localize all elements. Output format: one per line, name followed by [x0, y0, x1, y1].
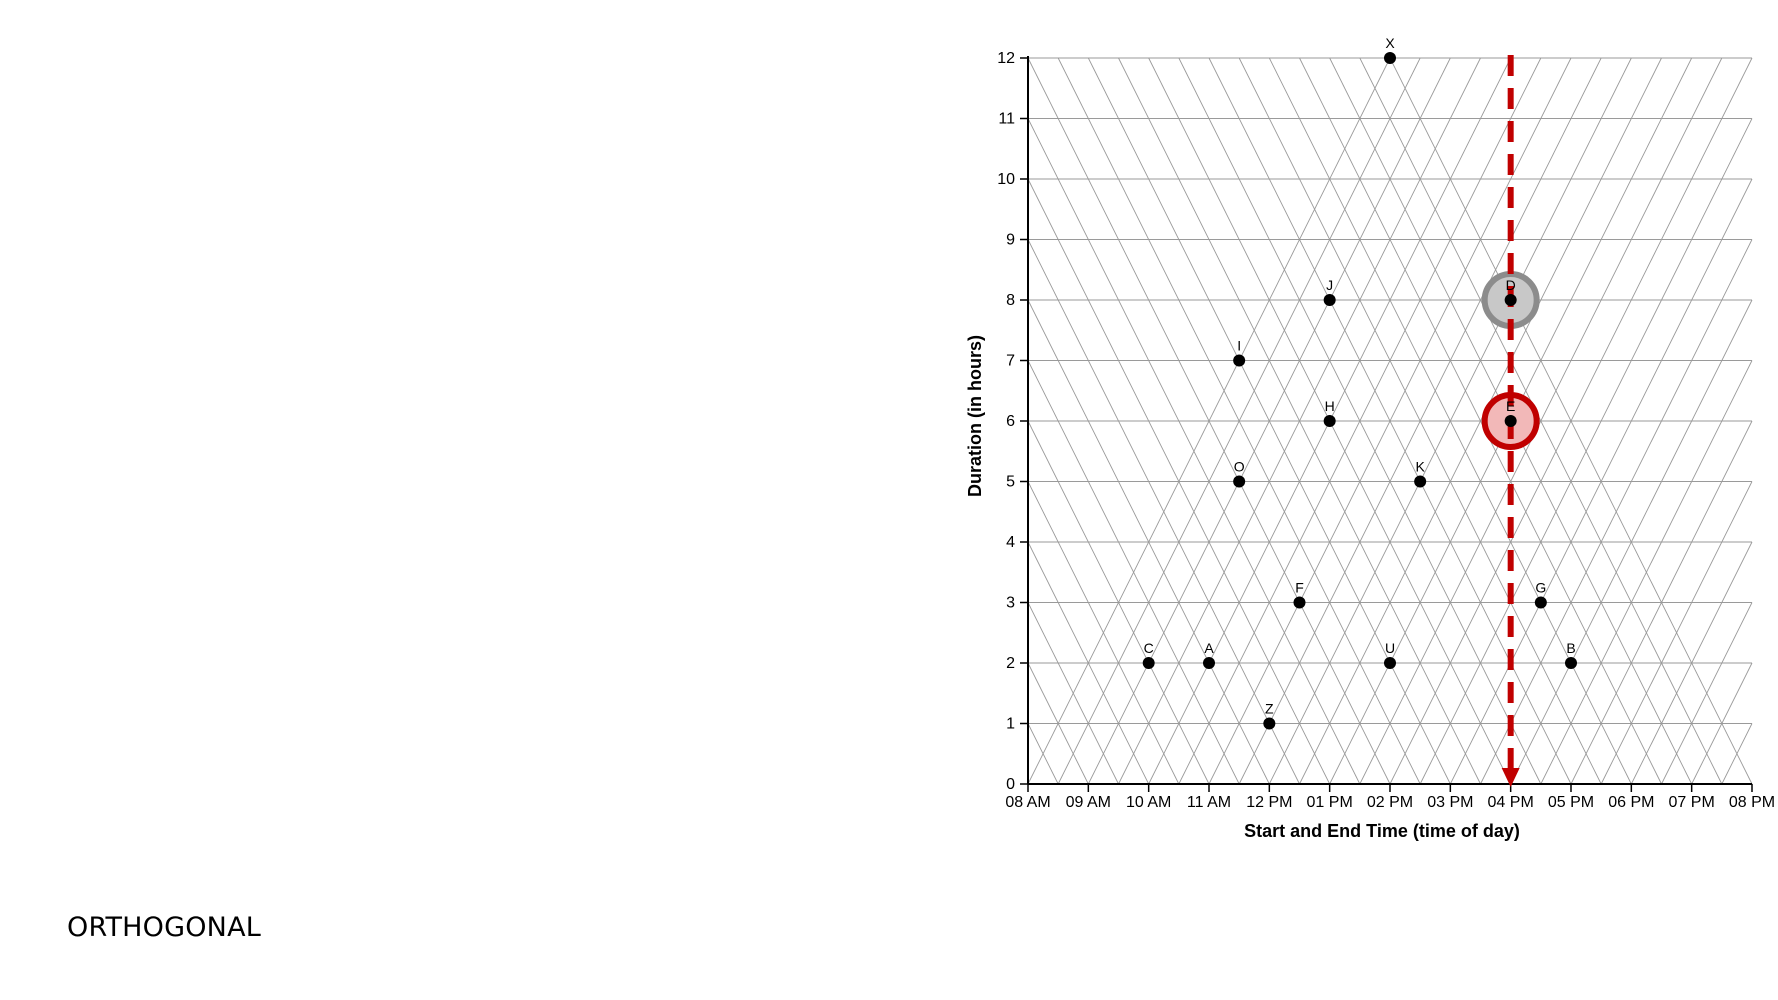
- y-tick-label: 10: [997, 171, 1015, 188]
- data-point-label: G: [1535, 580, 1546, 596]
- grid-line-end-time: [1178, 57, 1542, 785]
- data-point: [1233, 475, 1246, 488]
- data-point-label: K: [1415, 459, 1425, 475]
- grid-line-end-time: [1057, 57, 1421, 785]
- data-point: [1384, 657, 1396, 669]
- grid-line-end-time: [1027, 662, 1089, 785]
- x-tick-label: 05 PM: [1548, 794, 1594, 811]
- data-point: [1565, 657, 1577, 669]
- grid-line-end-time: [1238, 57, 1602, 785]
- data-point-label: B: [1566, 640, 1575, 656]
- y-tick-label: 4: [1006, 534, 1015, 551]
- x-tick-label: 09 AM: [1066, 794, 1111, 811]
- y-tick-label: 5: [1006, 474, 1015, 491]
- data-point-label: A: [1204, 640, 1214, 656]
- grid-line-end-time: [1027, 57, 1391, 785]
- y-tick-label: 9: [1006, 232, 1015, 249]
- data-point: [1534, 596, 1547, 609]
- grid-line-end-time: [1118, 57, 1481, 785]
- grid-line-end-time: [1027, 360, 1240, 785]
- data-point: [1504, 415, 1517, 427]
- data-point-label: F: [1295, 580, 1304, 596]
- y-tick-label: 0: [1006, 776, 1015, 793]
- grid-line-end-time: [1027, 118, 1361, 785]
- data-point-label: C: [1144, 640, 1154, 656]
- data-point: [1414, 475, 1427, 488]
- data-point-label: E: [1506, 398, 1515, 414]
- data-point: [1203, 657, 1215, 669]
- data-point: [1504, 294, 1517, 306]
- y-tick-label: 11: [998, 111, 1015, 128]
- y-tick-label: 2: [1006, 655, 1015, 672]
- x-tick-label: 06 PM: [1608, 794, 1654, 811]
- grid-line-end-time: [1299, 57, 1662, 785]
- x-tick-label: 03 PM: [1427, 794, 1473, 811]
- data-point: [1384, 52, 1396, 64]
- chart-grid: [1027, 57, 1753, 785]
- grid-line-end-time: [1027, 420, 1210, 785]
- grid-line-end-time: [1027, 481, 1180, 785]
- x-tick-label: 08 AM: [1005, 794, 1050, 811]
- grid-line-end-time: [1389, 57, 1753, 785]
- data-point-label: J: [1326, 277, 1333, 293]
- x-tick-label: 07 PM: [1669, 794, 1715, 811]
- y-tick-label: 3: [1006, 595, 1015, 612]
- data-point-label: U: [1385, 640, 1395, 656]
- y-axis-title: Duration (in hours): [965, 335, 985, 497]
- data-point: [1323, 294, 1336, 306]
- chart-points: X J D I H E O K F G C A U B Z: [1142, 35, 1577, 730]
- data-point: [1263, 717, 1276, 730]
- y-tick-label: 6: [1006, 413, 1015, 430]
- reference-arrow: [1501, 768, 1520, 787]
- x-tick-label: 08 PM: [1729, 794, 1775, 811]
- x-tick-label: 04 PM: [1488, 794, 1534, 811]
- y-tick-label: 8: [1006, 292, 1015, 309]
- data-point: [1293, 596, 1306, 609]
- grid-line-end-time: [1027, 602, 1119, 785]
- caption-label: ORTHOGONAL: [67, 912, 261, 943]
- x-tick-label: 10 AM: [1126, 794, 1171, 811]
- grid-line-end-time: [1027, 299, 1270, 785]
- data-point-label: X: [1385, 35, 1395, 51]
- data-point-label: Z: [1265, 701, 1274, 717]
- grid-line-end-time: [1027, 239, 1300, 785]
- y-tick-label: 12: [997, 50, 1015, 67]
- data-point: [1142, 657, 1155, 669]
- x-tick-label: 01 PM: [1307, 794, 1353, 811]
- grid-line-end-time: [1027, 178, 1331, 785]
- grid-line-end-time: [1027, 723, 1059, 785]
- data-point-label: I: [1237, 338, 1241, 354]
- x-tick-label: 12 PM: [1246, 794, 1292, 811]
- x-tick-label: 02 PM: [1367, 794, 1413, 811]
- grid-line-end-time: [1027, 541, 1150, 785]
- data-point-label: O: [1234, 459, 1245, 475]
- y-tick-label: 7: [1006, 353, 1015, 370]
- x-axis-title: Start and End Time (time of day): [1244, 821, 1520, 841]
- x-tick-label: 11 AM: [1187, 794, 1231, 811]
- data-point-label: D: [1506, 277, 1516, 293]
- data-point: [1323, 415, 1336, 427]
- data-point: [1233, 354, 1246, 367]
- data-point-label: H: [1325, 398, 1335, 414]
- grid-line-end-time: [1359, 57, 1723, 785]
- y-tick-label: 1: [1006, 716, 1015, 733]
